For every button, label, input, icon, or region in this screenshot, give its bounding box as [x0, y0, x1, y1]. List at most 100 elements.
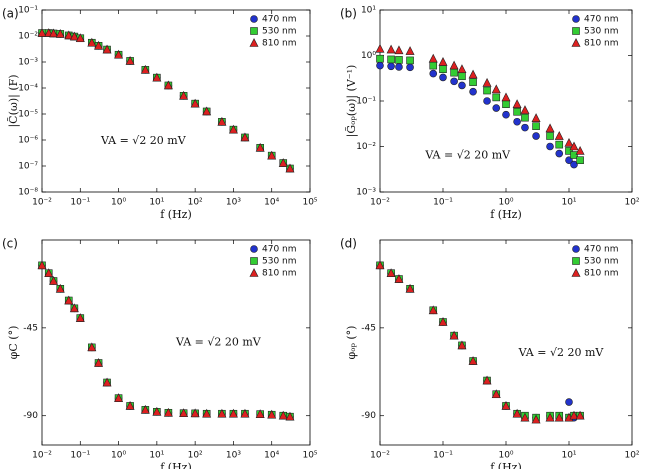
data-point — [570, 160, 578, 169]
data-point — [570, 151, 578, 159]
y-tick-label: 10⁻⁸ — [18, 188, 38, 198]
panel-label: (d) — [340, 237, 357, 251]
data-point — [438, 57, 448, 66]
data-point — [405, 46, 415, 55]
data-point — [140, 404, 150, 414]
x-tick-label: 10² — [624, 451, 639, 461]
data-point — [406, 56, 414, 65]
data-point — [55, 283, 65, 293]
data-point — [190, 98, 200, 108]
legend-label: 530 nm — [584, 257, 619, 267]
legend-label: 530 nm — [262, 257, 297, 267]
y-tick-label: 10⁻² — [356, 142, 376, 152]
data-point — [532, 132, 540, 140]
data-point — [69, 31, 79, 41]
legend-label: 810 nm — [584, 269, 619, 279]
data-point — [395, 56, 403, 64]
y-tick-label: 10⁻¹ — [356, 97, 376, 107]
x-axis-label: f (Hz) — [160, 461, 192, 469]
data-point — [575, 410, 585, 420]
data-point — [458, 72, 466, 81]
x-tick-label: 10⁵ — [302, 198, 317, 208]
y-tick-label: 10⁻⁷ — [18, 162, 38, 172]
data-point — [521, 123, 529, 132]
y-tick-label: 10⁻³ — [356, 188, 376, 198]
plot-frame — [41, 239, 311, 446]
panel-label: (a) — [2, 7, 19, 21]
data-point — [49, 276, 59, 285]
y-tick-label: -90 — [361, 411, 376, 421]
annotation: VA = √2 20 mV — [424, 149, 511, 162]
data-point — [428, 305, 438, 315]
data-point — [163, 407, 173, 417]
panel-label: (c) — [2, 237, 18, 251]
data-point — [190, 408, 200, 418]
data-point — [387, 55, 395, 64]
data-point — [450, 68, 458, 77]
data-point — [458, 81, 466, 90]
plot-frame — [41, 9, 311, 193]
data-point — [555, 149, 564, 158]
data-point — [152, 406, 162, 416]
data-point — [491, 84, 501, 94]
data-point — [428, 53, 438, 63]
data-point — [278, 158, 288, 167]
legend-marker — [250, 15, 258, 23]
legend-marker — [571, 38, 581, 47]
data-point — [545, 412, 555, 422]
data-point — [94, 40, 104, 50]
data-point — [285, 163, 295, 173]
data-point — [482, 375, 492, 385]
x-tick-label: 10⁵ — [302, 451, 317, 461]
data-point — [513, 107, 521, 116]
data-point — [520, 412, 530, 422]
data-point — [125, 400, 135, 410]
data-point — [163, 80, 173, 90]
y-tick-label: 10⁻⁵ — [18, 110, 38, 120]
legend-label: 810 nm — [262, 269, 297, 279]
annotation: VA = √2 20 mV — [175, 336, 262, 349]
data-point — [386, 268, 396, 277]
x-tick-label: 10⁰ — [498, 451, 513, 461]
data-point — [483, 86, 491, 95]
annotation: VA = √2 20 mV — [518, 346, 605, 359]
data-point — [37, 28, 47, 37]
y-tick-label: 10⁻³ — [18, 58, 38, 68]
data-point — [545, 123, 555, 133]
x-tick-label: 10² — [624, 198, 639, 208]
data-point — [179, 90, 189, 100]
x-tick-label: 10³ — [226, 198, 241, 208]
data-point — [179, 408, 189, 417]
legend-marker — [249, 268, 259, 277]
data-point — [565, 398, 573, 406]
data-point — [405, 283, 415, 293]
data-point — [376, 61, 384, 70]
data-point — [228, 408, 238, 418]
data-point — [546, 132, 554, 140]
y-axis-label: φC (°) — [7, 326, 20, 360]
x-tick-label: 10⁴ — [264, 198, 279, 208]
x-tick-label: 10¹ — [149, 451, 164, 461]
y-tick-label: -45 — [23, 323, 38, 333]
x-tick-label: 10² — [188, 451, 203, 461]
data-point — [575, 145, 585, 155]
x-tick-label: 10⁻² — [32, 451, 52, 461]
legend-label: 470 nm — [262, 245, 297, 255]
data-point — [483, 97, 491, 105]
data-point — [564, 137, 574, 147]
data-point — [240, 408, 250, 418]
data-point — [468, 356, 478, 365]
y-tick-label: 10⁰ — [361, 51, 376, 61]
data-point — [255, 142, 265, 152]
data-point — [457, 64, 467, 73]
data-point — [375, 260, 385, 270]
data-point — [64, 30, 74, 40]
data-point — [202, 408, 212, 418]
y-tick-label: -90 — [23, 411, 38, 421]
x-tick-label: 10⁻² — [370, 451, 390, 461]
data-point — [375, 43, 385, 53]
data-point — [395, 63, 403, 71]
data-point — [406, 63, 414, 72]
legend-label: 470 nm — [262, 15, 297, 25]
